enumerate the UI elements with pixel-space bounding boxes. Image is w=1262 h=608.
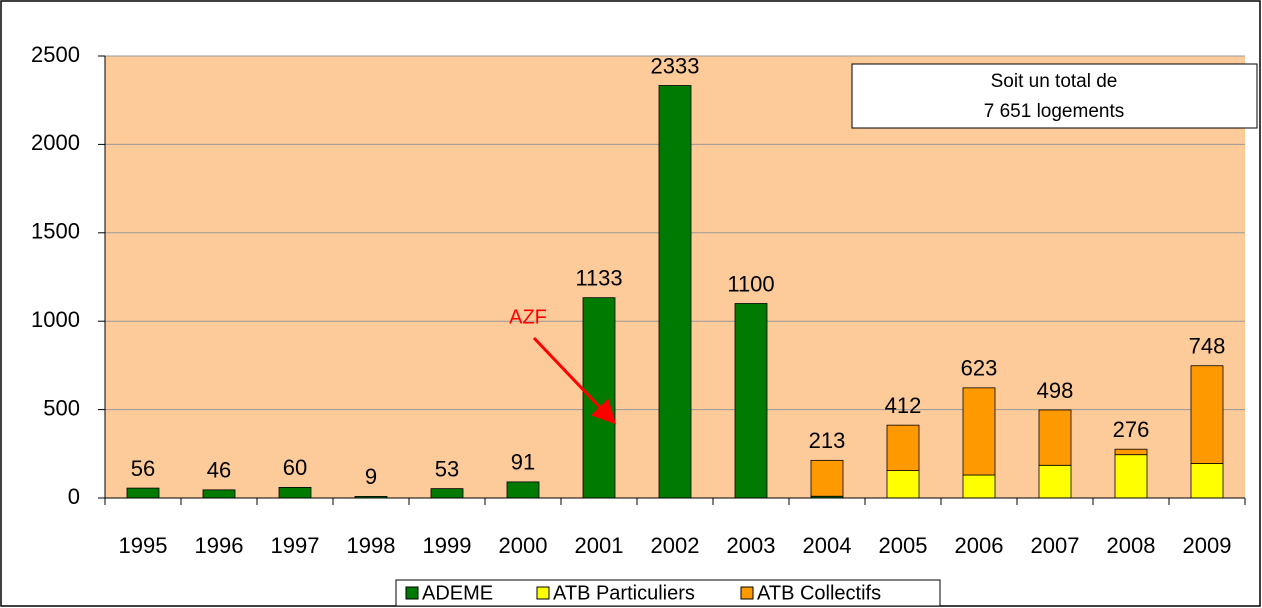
- x-tick-label: 2009: [1183, 533, 1232, 558]
- bar-segment: [1038, 464, 1072, 499]
- bar-segment: [126, 487, 160, 499]
- total-label: 46: [207, 458, 231, 483]
- total-label: 276: [1113, 417, 1150, 442]
- x-tick-label: 2001: [575, 533, 624, 558]
- total-label: 9: [365, 464, 377, 489]
- y-tick-label: 1500: [31, 219, 80, 244]
- x-tick-label: 2005: [879, 533, 928, 558]
- bar-segment: [1190, 365, 1224, 464]
- legend-box: [395, 579, 941, 607]
- event-arrow: [532, 336, 617, 425]
- total-label: 2333: [651, 53, 700, 78]
- total-label: 91: [511, 450, 535, 475]
- total-label: 748: [1189, 334, 1226, 359]
- y-tick-label: 1000: [31, 307, 80, 332]
- x-tick-label: 1995: [119, 533, 168, 558]
- x-tick-label: 2007: [1031, 533, 1080, 558]
- y-tick-label: 2500: [31, 42, 80, 67]
- y-tick-label: 0: [68, 484, 80, 509]
- bar-segment: [582, 297, 616, 499]
- bar-segment: [962, 387, 996, 476]
- legend-label: ATB Particuliers: [553, 582, 695, 604]
- total-label: 56: [131, 456, 155, 481]
- x-tick-label: 2003: [727, 533, 776, 558]
- total-text: 7 651 logements: [984, 101, 1125, 122]
- legend-swatch: [536, 586, 550, 600]
- bar-segment: [278, 486, 312, 499]
- bar-segment: [1114, 448, 1148, 456]
- bar-segment: [886, 424, 920, 471]
- x-tick-label: 2000: [499, 533, 548, 558]
- bar-segment: [430, 488, 464, 499]
- total-label: 60: [283, 455, 307, 480]
- bar-segment: [202, 489, 236, 499]
- total-label: 412: [885, 393, 922, 418]
- x-tick-label: 2002: [651, 533, 700, 558]
- total-text: Soit un total de: [991, 71, 1118, 92]
- total-label: 1133: [575, 265, 622, 290]
- legend-swatch: [740, 586, 754, 600]
- bar-segment: [1114, 454, 1148, 499]
- total-label: 623: [961, 356, 998, 381]
- x-tick-label: 2006: [955, 533, 1004, 558]
- bar-segment: [962, 474, 996, 499]
- x-tick-label: 1996: [195, 533, 244, 558]
- y-tick-label: 500: [43, 395, 80, 420]
- bar-segment: [1038, 409, 1072, 466]
- x-tick-label: 1999: [423, 533, 472, 558]
- event-label: AZF: [509, 306, 547, 328]
- total-label: 53: [435, 456, 459, 481]
- bar-segment: [1190, 463, 1224, 499]
- y-tick-label: 2000: [31, 130, 80, 155]
- total-box: [851, 63, 1258, 129]
- total-label: 213: [809, 428, 846, 453]
- total-label: 498: [1037, 378, 1074, 403]
- bar-segment: [506, 481, 540, 499]
- x-tick-label: 2008: [1107, 533, 1156, 558]
- legend-label: ATB Collectifs: [757, 582, 881, 604]
- x-tick-label: 1997: [271, 533, 320, 558]
- legend-swatch: [405, 586, 419, 600]
- bar-segment: [886, 470, 920, 499]
- bar-segment: [734, 303, 768, 499]
- x-tick-label: 1998: [347, 533, 396, 558]
- bar-segment: [658, 85, 692, 499]
- total-label: 1100: [727, 271, 774, 296]
- bar-segment: [810, 459, 844, 497]
- legend-label: ADEME: [422, 582, 493, 604]
- x-tick-label: 2004: [803, 533, 852, 558]
